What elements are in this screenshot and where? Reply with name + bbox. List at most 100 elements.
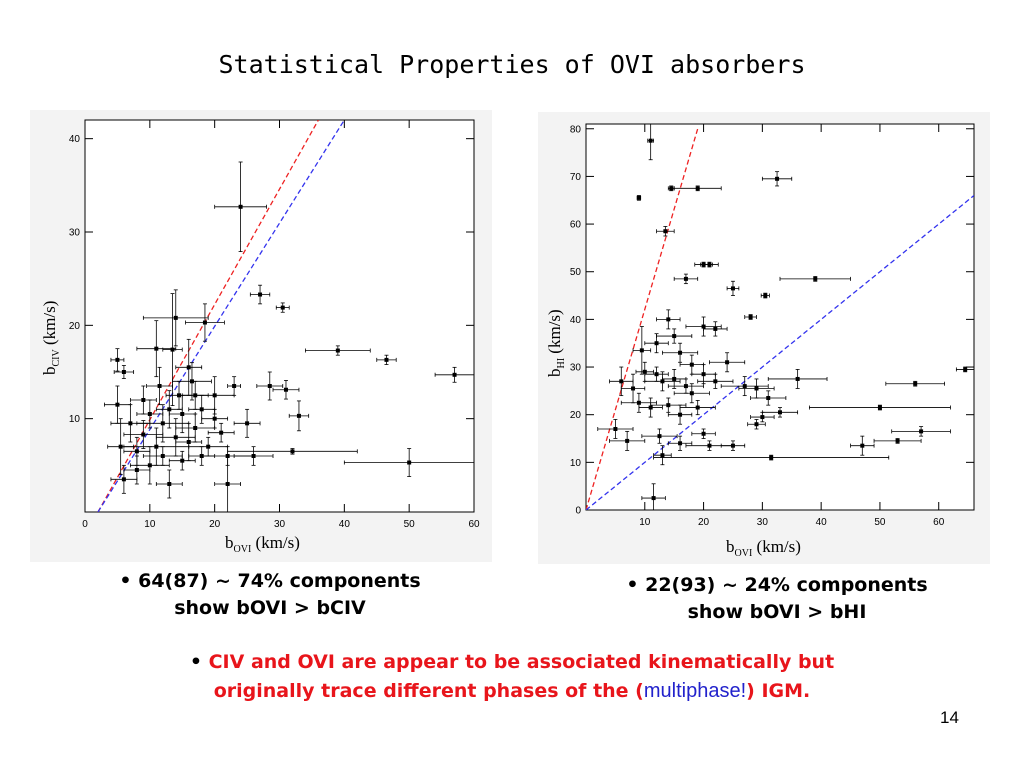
chart-panel-civ: 0 10 20 30 40 50 60 10 20 30 40 bOVI (km/s) bCIV (km…: [30, 110, 492, 562]
x-tick-label: 60: [933, 517, 945, 528]
data-point: [121, 477, 126, 482]
x-axis-label: bOVI (km/s): [225, 533, 300, 555]
page-number: 14: [940, 708, 959, 727]
data-point: [672, 376, 677, 381]
conclusion-bullet: • CIV and OVI are appear to be associate…: [150, 648, 874, 706]
bullet-left-line1: 64(87) ~ 74% components: [138, 570, 421, 592]
data-point: [666, 317, 671, 322]
chart-hi-vs-ovi: 10 20 30 40 50 60 0 10 20 30 40 50 60 70 80 bOVI (km/s)…: [545, 123, 975, 559]
bullet-right-line1: 22(93) ~ 24% components: [645, 574, 928, 596]
y-tick-label: 20: [570, 410, 582, 421]
x-tick-label: 10: [639, 517, 651, 528]
plot-frame: [585, 123, 975, 511]
bullet-left: • 64(87) ~ 74% components show bOVI > bC…: [90, 568, 450, 622]
data-point: [258, 292, 263, 297]
data-point: [186, 440, 191, 444]
data-point: [713, 326, 718, 331]
data-point: [678, 441, 683, 446]
data-point: [683, 276, 688, 281]
data-point: [660, 453, 665, 458]
data-point: [238, 204, 243, 209]
x-tick-label: 50: [404, 519, 416, 530]
x-axis-label: bOVI (km/s): [726, 537, 801, 559]
data-point: [754, 422, 759, 427]
data-point: [707, 443, 712, 448]
x-tick-label: 20: [209, 519, 221, 530]
x-tick-label: 20: [698, 517, 710, 528]
y-tick-label: 30: [69, 228, 81, 239]
y-tick-label: 10: [69, 414, 81, 425]
data-point: [654, 372, 659, 377]
data-point: [730, 286, 735, 291]
data-point: [335, 348, 340, 353]
y-tick-label: 60: [570, 220, 582, 231]
conclusion-part2: ) IGM.: [746, 680, 811, 702]
data-point: [177, 393, 182, 398]
data-point: [625, 438, 630, 443]
x-tick-label: 40: [816, 517, 828, 528]
y-tick-label: 30: [570, 363, 582, 374]
data-point: [154, 444, 159, 449]
y-tick-label: 40: [570, 315, 582, 326]
data-point: [795, 376, 800, 381]
data-point: [180, 458, 185, 463]
data-point: [232, 384, 237, 388]
data-point: [639, 348, 644, 353]
data-point: [689, 362, 694, 367]
data-point: [775, 176, 780, 181]
data-point: [134, 468, 139, 472]
data-point: [678, 412, 683, 417]
data-point: [245, 421, 250, 426]
bullet-dot: •: [119, 570, 132, 592]
data-point: [663, 229, 668, 234]
bullet-dot: •: [626, 574, 639, 596]
data-point: [167, 482, 172, 486]
data-point: [189, 379, 194, 384]
y-tick-label: 40: [69, 134, 81, 145]
data-point: [707, 262, 712, 267]
y-tick-label: 80: [570, 124, 582, 135]
data-point: [669, 186, 674, 191]
data-point: [160, 454, 165, 458]
chart-panel-hi: 10 20 30 40 50 60 0 10 20 30 40 50 60 70 80 bOVI (km/s)…: [538, 112, 990, 564]
data-point: [157, 384, 162, 388]
data-point: [121, 370, 126, 374]
bullet-dot: •: [189, 651, 202, 673]
plot-area: [586, 124, 974, 510]
plot-area: [97, 120, 474, 512]
data-point: [219, 430, 224, 435]
data-point: [199, 454, 204, 458]
reference-line: [586, 128, 699, 510]
data-point: [267, 384, 272, 388]
x-tick-label: 30: [274, 519, 286, 530]
y-axis-label: bHI (km/s): [545, 309, 567, 377]
data-point: [180, 412, 185, 416]
data-point: [452, 372, 457, 377]
data-point: [147, 463, 152, 468]
data-point: [748, 315, 753, 319]
x-tick-label: 10: [144, 519, 156, 530]
data-point: [725, 360, 730, 365]
data-point: [212, 393, 217, 398]
data-point: [657, 434, 662, 439]
data-point: [170, 347, 175, 352]
data-point: [713, 379, 718, 384]
chart-civ-vs-ovi: 0 10 20 30 40 50 60 10 20 30 40 bOVI (km/s) bCIV (km…: [40, 119, 480, 555]
data-point: [877, 405, 882, 410]
data-point: [963, 367, 968, 372]
x-tick-label: 60: [468, 519, 480, 530]
x-tick-label: 0: [82, 519, 88, 530]
data-point: [115, 357, 120, 362]
y-tick-label: 20: [69, 321, 81, 332]
data-point: [147, 412, 152, 416]
data-point: [769, 455, 774, 460]
data-point: [141, 398, 146, 402]
data-point: [860, 443, 865, 448]
data-point: [202, 320, 207, 325]
data-point: [919, 429, 924, 434]
data-point: [701, 431, 706, 436]
data-point: [280, 305, 285, 310]
data-point: [678, 350, 683, 355]
data-point: [760, 415, 765, 420]
data-point: [648, 138, 653, 143]
